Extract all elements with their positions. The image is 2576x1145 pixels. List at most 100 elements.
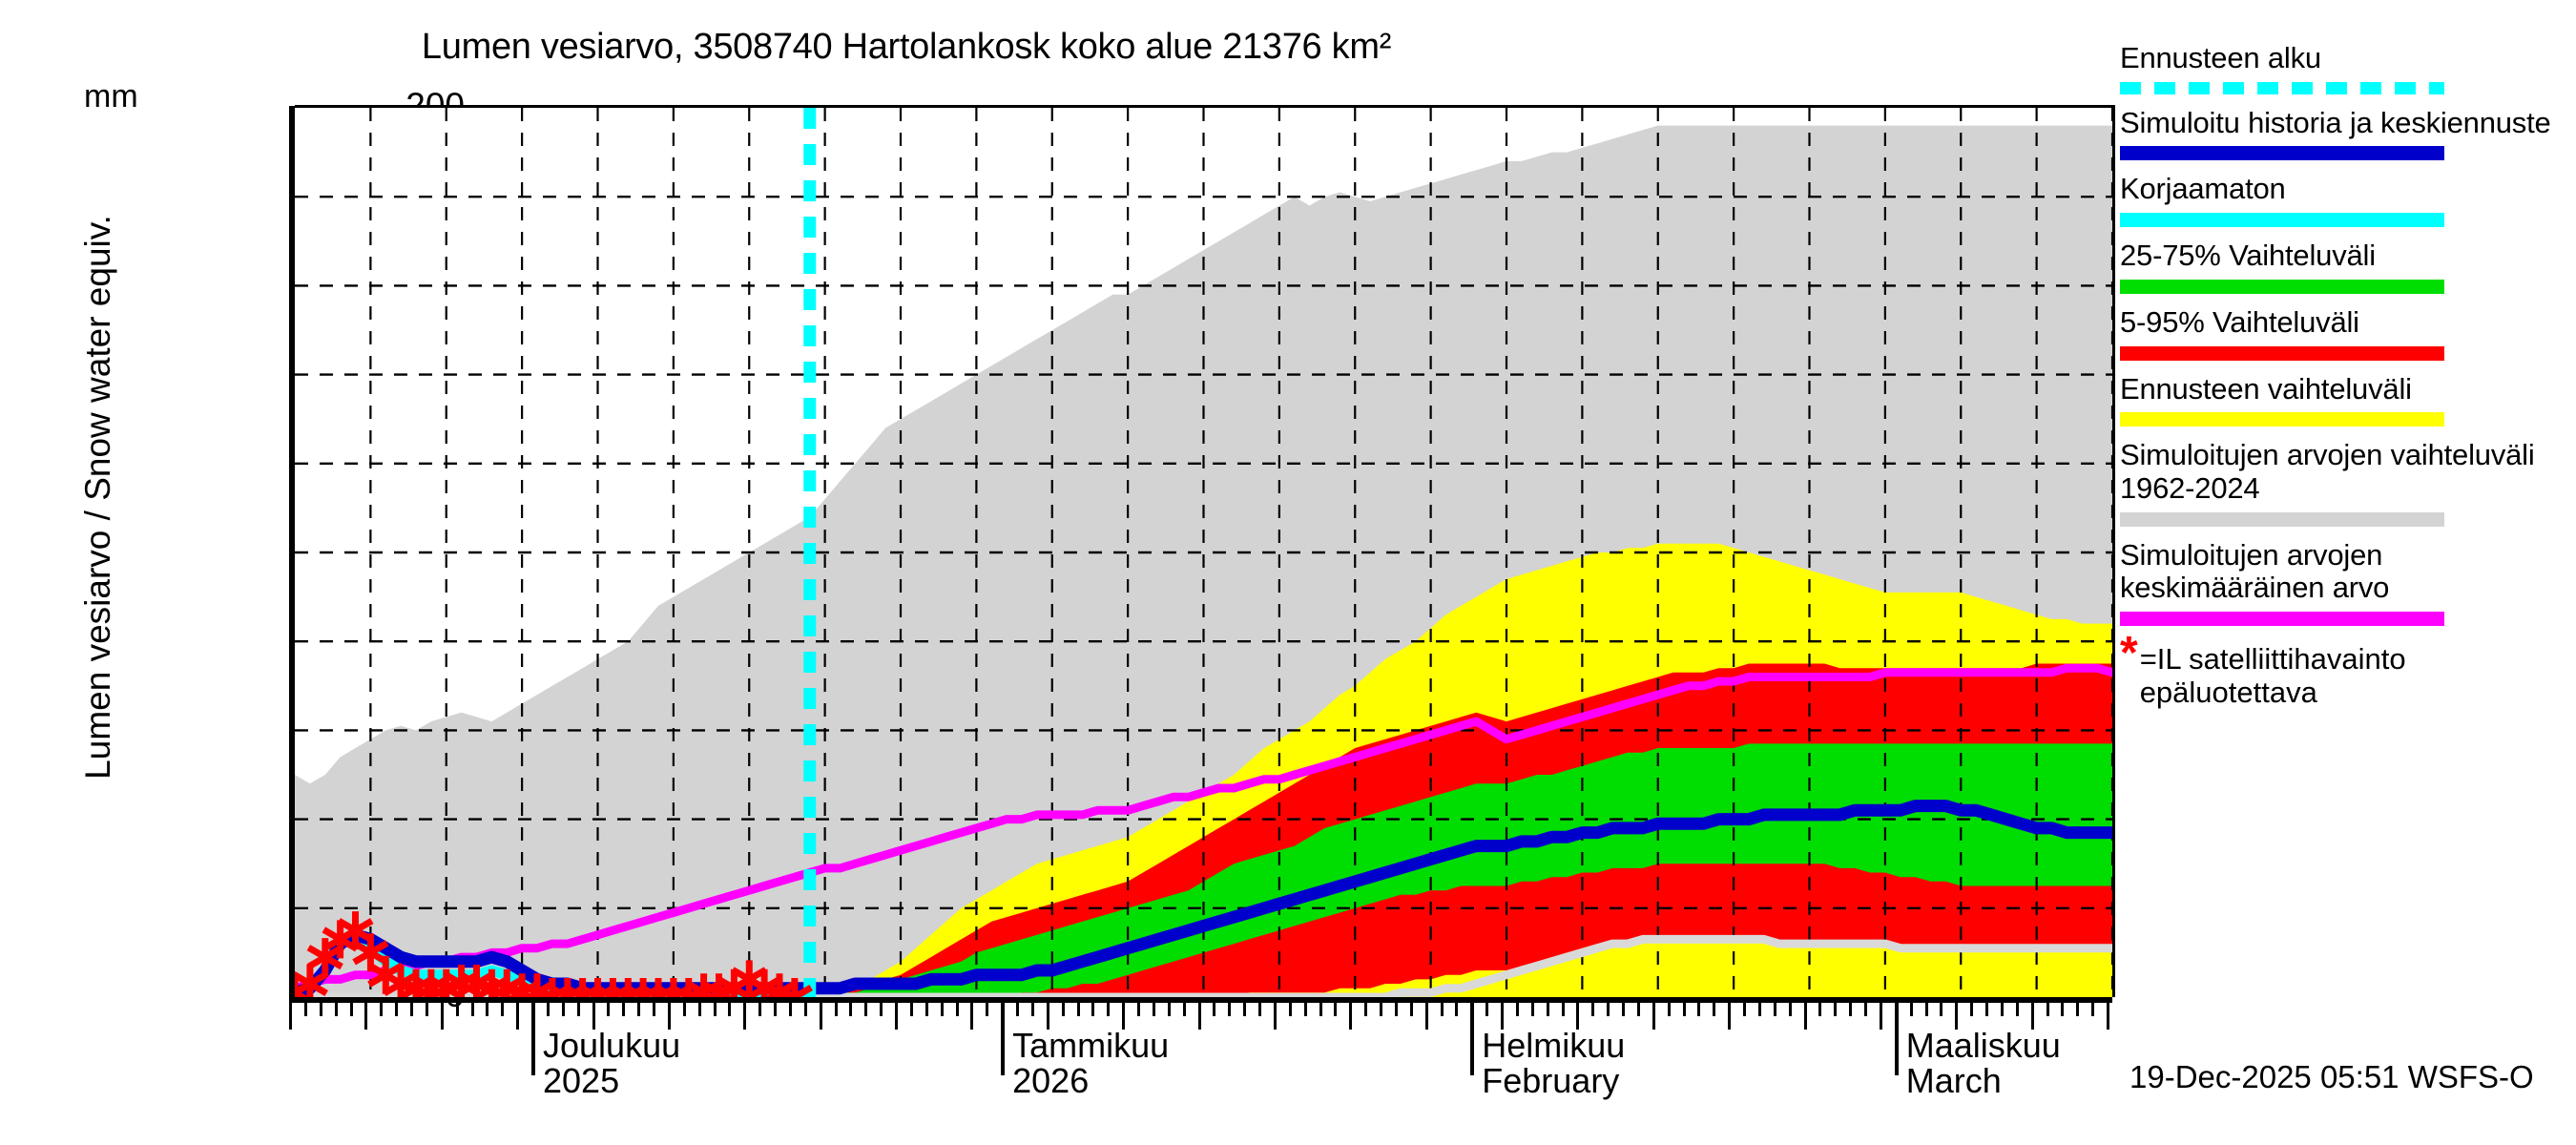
x-tick-mark-minor xyxy=(788,1003,792,1016)
legend-item-swatch xyxy=(2120,279,2444,294)
plot-frame-top xyxy=(295,105,2112,108)
x-tick-mark-major xyxy=(592,1003,595,1030)
x-tick-mark-minor xyxy=(2015,1003,2019,1016)
x-tick-mark-major xyxy=(970,1003,974,1030)
x-tick-mark-major xyxy=(1349,1003,1353,1030)
x-tick-mark-minor xyxy=(607,1003,611,1016)
x-tick-mark-minor xyxy=(1380,1003,1382,1016)
x-tick-mark-minor xyxy=(924,1003,928,1016)
x-tick-mark-minor xyxy=(1061,1003,1065,1016)
page-title: Lumen vesiarvo, 3508740 Hartolankosk kok… xyxy=(421,27,1392,67)
x-tick-mark-major xyxy=(516,1003,520,1030)
x-axis-month-name: Helmikuu xyxy=(1482,1026,1626,1065)
satellite-observation-marker xyxy=(295,965,328,997)
x-tick-mark-major xyxy=(667,1003,671,1030)
x-tick-mark-minor xyxy=(1091,1003,1095,1016)
legend-item: 5-95% Vaihteluväli xyxy=(2120,304,2568,361)
x-tick-mark-minor xyxy=(1818,1003,1822,1016)
satellite-observation-marker xyxy=(776,978,813,997)
legend-item-swatch xyxy=(2120,146,2444,161)
satellite-observation-marker xyxy=(564,978,601,997)
x-tick-mark-minor xyxy=(1455,1003,1459,1016)
x-tick-mark-minor xyxy=(2061,1003,2065,1016)
satellite-observation-marker xyxy=(549,978,586,997)
plot-area xyxy=(289,105,2115,1003)
satellite-observation-marker xyxy=(533,978,571,997)
satellite-observation-marker xyxy=(760,973,799,997)
satellite-observation-marker xyxy=(639,978,677,997)
x-tick-mark-minor xyxy=(909,1003,913,1016)
x-tick-mark-minor xyxy=(1985,1003,1988,1016)
satellite-observation-marker xyxy=(579,978,616,997)
x-tick-mark-minor xyxy=(1788,1003,1792,1016)
x-tick-mark-minor xyxy=(1561,1003,1565,1016)
x-tick-mark-minor xyxy=(1288,1003,1292,1016)
historical-lower-line xyxy=(295,934,2112,997)
x-tick-mark-major xyxy=(289,1003,292,1030)
x-tick-mark-minor xyxy=(637,1003,641,1016)
x-tick-mark-major xyxy=(364,1003,368,1030)
x-tick-mark-minor xyxy=(1682,1003,1686,1016)
legend-item-swatch xyxy=(2120,612,2444,627)
x-tick-mark-minor xyxy=(455,1003,459,1016)
x-tick-mark-minor xyxy=(1607,1003,1610,1016)
x-tick-mark-minor xyxy=(1334,1003,1338,1016)
satellite-asterisk-icon: * xyxy=(2120,628,2138,679)
x-tick-mark-minor xyxy=(803,1003,807,1016)
x-axis-month-label: Tammikuu 2026 xyxy=(1012,1028,1169,1098)
x-tick-mark-major xyxy=(2030,1003,2034,1030)
legend-item-swatch xyxy=(2120,511,2444,527)
legend-item-swatch xyxy=(2120,213,2444,228)
satellite-observation-marker xyxy=(654,978,692,997)
y-axis-label-text: Lumen vesiarvo / Snow water equiv. xyxy=(78,215,117,780)
x-tick-mark-minor xyxy=(1530,1003,1534,1016)
x-axis-month-label: Joulukuu 2025 xyxy=(543,1028,680,1098)
x-tick-mark-minor xyxy=(1849,1003,1853,1016)
legend-item: 25-75% Vaihteluväli xyxy=(2120,239,2568,294)
x-tick-mark-major xyxy=(1122,1003,1126,1030)
x-tick-mark-minor xyxy=(2000,1003,2004,1016)
x-tick-mark-minor xyxy=(728,1003,732,1016)
x-tick-mark-minor xyxy=(546,1003,550,1016)
x-tick-mark-minor xyxy=(1440,1003,1444,1016)
x-tick-mark-minor xyxy=(1303,1003,1307,1016)
x-tick-mark-minor xyxy=(1137,1003,1140,1016)
x-tick-mark-minor xyxy=(1743,1003,1746,1016)
x-tick-mark-minor xyxy=(1364,1003,1368,1016)
x-tick-mark-minor xyxy=(1243,1003,1247,1016)
x-tick-mark-major xyxy=(1955,1003,1959,1030)
legend-item-swatch xyxy=(2120,412,2444,427)
x-axis-month-sublabel: February xyxy=(1482,1061,1620,1101)
historical-mean-line xyxy=(295,663,2112,993)
x-tick-mark-minor xyxy=(1697,1003,1701,1016)
x-month-tick-mark xyxy=(1470,1003,1475,1075)
x-tick-mark-minor xyxy=(1834,1003,1838,1016)
x-tick-mark-minor xyxy=(334,1003,338,1016)
x-axis-month-sublabel: 2026 xyxy=(1012,1061,1090,1101)
satellite-observation-marker xyxy=(443,965,480,997)
legend-item-label: Simuloitujen arvojen vaihteluväli 1962-2… xyxy=(2120,438,2535,506)
x-tick-mark-minor xyxy=(395,1003,399,1016)
x-axis-month-label: Maaliskuu March xyxy=(1906,1028,2061,1098)
x-tick-mark-minor xyxy=(986,1003,989,1016)
x-tick-mark-minor xyxy=(880,1003,883,1016)
legend-item: Simuloitujen arvojen vaihteluväli 1962-2… xyxy=(2120,438,2568,527)
legend-item-label: 5-95% Vaihteluväli xyxy=(2120,304,2359,339)
x-tick-mark-minor xyxy=(1228,1003,1232,1016)
x-tick-mark-minor xyxy=(1076,1003,1080,1016)
x-tick-mark-minor xyxy=(1515,1003,1519,1016)
x-tick-mark-minor xyxy=(1773,1003,1776,1016)
satellite-observation-marker xyxy=(610,978,647,997)
x-tick-mark-minor xyxy=(1319,1003,1322,1016)
x-tick-mark-minor xyxy=(1016,1003,1019,1016)
x-tick-mark-minor xyxy=(1909,1003,1913,1016)
x-month-tick-mark xyxy=(1894,1003,1899,1075)
x-tick-mark-minor xyxy=(1167,1003,1171,1016)
legend-item-swatch xyxy=(2120,345,2444,361)
legend-item: Simuloitujen arvojen keskimääräinen arvo xyxy=(2120,538,2568,627)
x-tick-mark-minor xyxy=(1713,1003,1716,1016)
x-tick-mark-minor xyxy=(1622,1003,1625,1016)
x-axis-month-name: Maaliskuu xyxy=(1905,1026,2061,1065)
x-tick-mark-minor xyxy=(319,1003,322,1016)
